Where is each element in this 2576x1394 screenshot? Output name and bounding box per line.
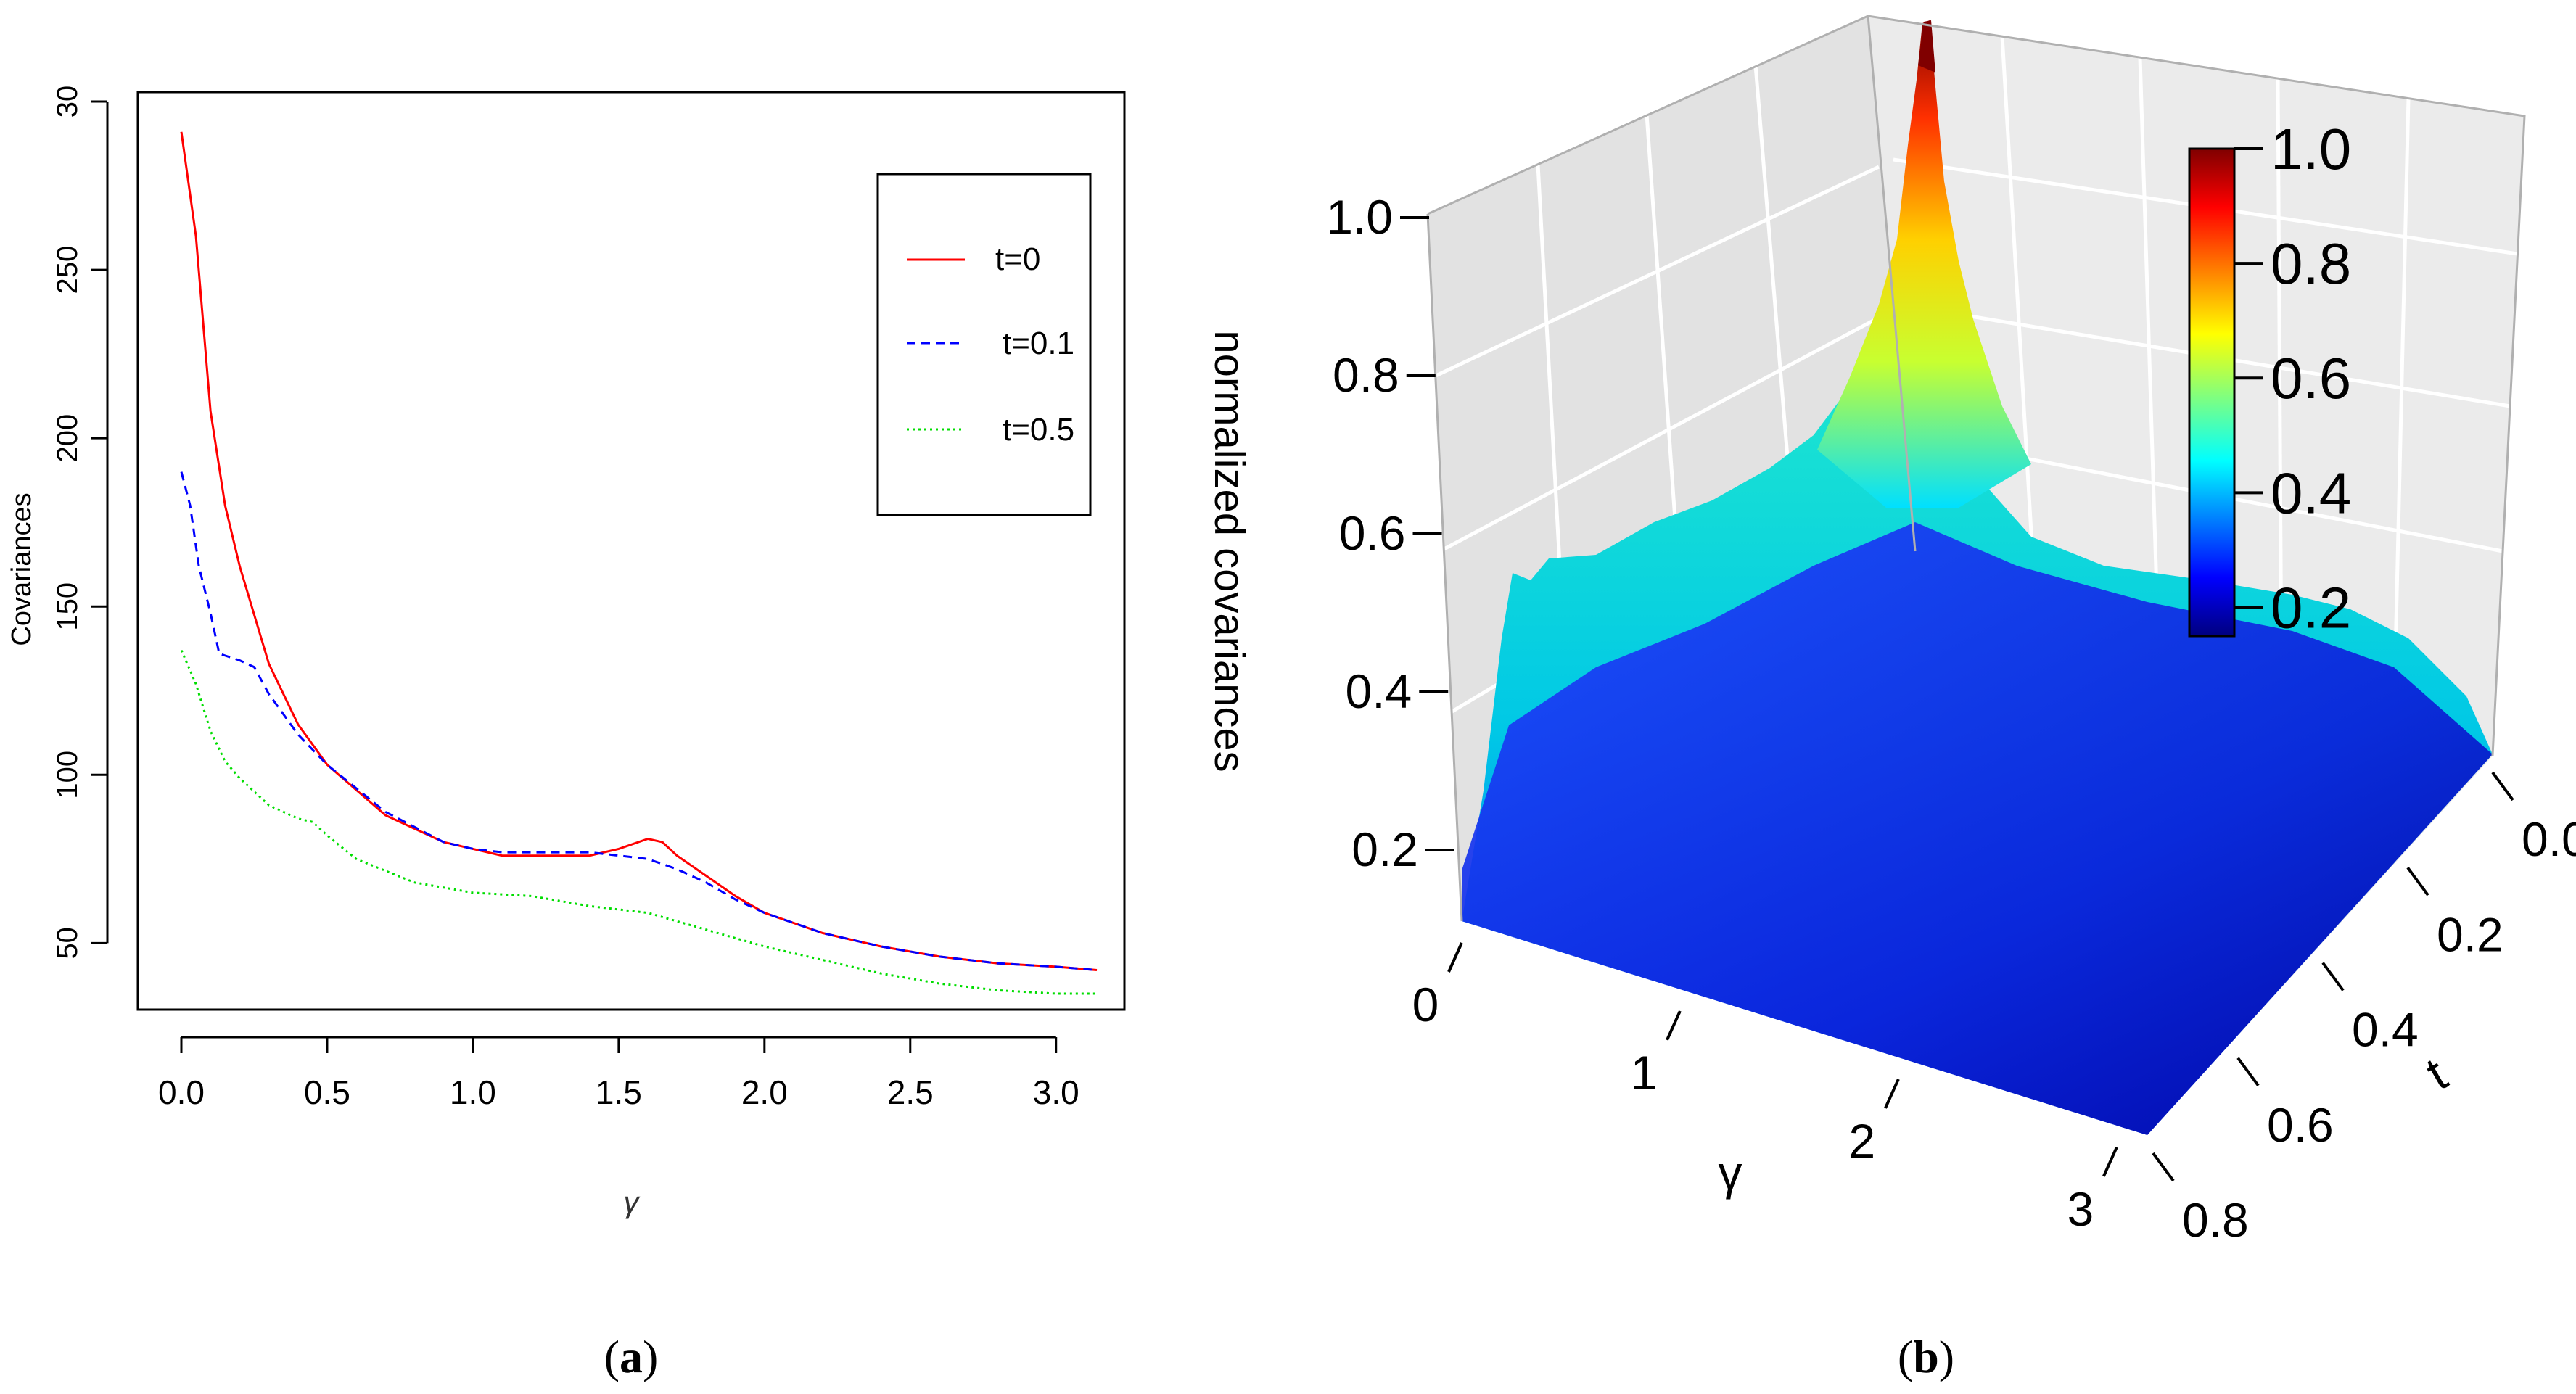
chart-b-axes: 0.2 0.4 0.6 0.8 1.0 0 1 2 3 0.0 0.2 0.4 0.6 0.8 (1326, 190, 2576, 1247)
t-tick-label: 0.0 (2522, 812, 2576, 866)
x-tick-label: 1.0 (450, 1073, 496, 1111)
t-tick (2491, 771, 2514, 801)
gamma-tick (1666, 1010, 1682, 1041)
box-edges (1426, 15, 2526, 922)
legend-label-t05: t=0.5 (1003, 412, 1074, 448)
peak-tip (1918, 20, 1935, 73)
z-axis-label: normalized covariances (1206, 330, 1253, 772)
gamma-tick (1447, 942, 1463, 973)
colorbar: 0.2 0.4 0.6 0.8 1.0 (2188, 117, 2351, 640)
y-tick-label: 100 (52, 751, 83, 799)
x-tick-label: 2.5 (887, 1073, 934, 1111)
x-axis-label: γ (624, 1185, 641, 1219)
t-tick (2321, 962, 2345, 991)
chart-a-series (180, 131, 1098, 995)
gamma-tick-label: 2 (1849, 1114, 1876, 1168)
x-tick-label: 2.0 (741, 1073, 788, 1111)
gamma-tick (1884, 1079, 1900, 1109)
series-line-t05 (180, 650, 1097, 995)
legend-label-t01: t=0.1 (1003, 326, 1074, 361)
colorbar-tick-label: 0.8 (2271, 231, 2351, 296)
colorbar-gradient (2188, 147, 2236, 638)
colorbar-tick-label: 0.2 (2271, 575, 2351, 640)
t-tick (2236, 1057, 2260, 1086)
z-tick-label: 0.8 (1333, 348, 1399, 402)
z-tick-label: 0.6 (1339, 506, 1406, 560)
colorbar-tick-label: 1.0 (2271, 117, 2351, 181)
t-tick-label: 0.4 (2352, 1003, 2419, 1057)
gamma-tick-label: 3 (2067, 1182, 2094, 1236)
x-tick-label: 3.0 (1033, 1073, 1079, 1111)
legend-box (876, 173, 1092, 516)
y-tick-label: 50 (52, 927, 83, 960)
t-tick-label: 0.2 (2437, 907, 2503, 961)
colorbar-ticks: 0.2 0.4 0.6 0.8 1.0 (2234, 117, 2351, 640)
t-tick-label: 0.8 (2182, 1193, 2249, 1247)
legend: t=0 t=0.1 t=0.5 (876, 173, 1092, 516)
legend-label-t0: t=0 (995, 242, 1040, 277)
y-tick-label: 250 (52, 246, 83, 294)
gamma-axis-label: γ (1719, 1146, 1742, 1200)
colorbar-tick-label: 0.6 (2271, 346, 2351, 411)
t-axis-label: t (2417, 1047, 2456, 1100)
y-axis-label: Covariances (7, 492, 37, 646)
series-line-t0 (180, 131, 1098, 971)
colorbar-tick-label: 0.4 (2271, 461, 2351, 525)
z-tick-label: 0.4 (1346, 664, 1412, 718)
z-tick-label: 0.2 (1351, 822, 1418, 876)
gamma-tick-label: 0 (1412, 978, 1439, 1031)
y-tick-label: 200 (52, 414, 83, 463)
caption-b: (b) (1898, 1331, 1954, 1382)
t-tick (2406, 867, 2429, 896)
x-tick-label: 0.0 (158, 1073, 205, 1111)
series-line-t01 (180, 471, 1098, 971)
x-tick-label: 0.5 (304, 1073, 350, 1111)
surface (1462, 20, 2493, 1135)
caption-a: (a) (604, 1331, 659, 1382)
chart-a-axes: 0.0 0.5 1.0 1.5 2.0 2.5 3.0 50 100 150 200 250 30 (52, 86, 1079, 1111)
x-tick-label: 1.5 (596, 1073, 642, 1111)
chart-b: 0.20.40.60.81.0 0.20.40.60.81.001230.00.… (1206, 15, 2576, 1247)
gamma-tick-label: 1 (1631, 1046, 1658, 1100)
surface-front (1462, 522, 2493, 1135)
y-tick-label: 150 (52, 582, 83, 631)
gamma-tick (2102, 1147, 2118, 1177)
plot-frame (136, 91, 1126, 1011)
z-tick-label: 1.0 (1326, 190, 1393, 244)
y-tick-label: 30 (52, 86, 83, 118)
t-tick (2152, 1152, 2175, 1182)
chart-a: 0.0 0.5 1.0 1.5 2.0 2.5 3.0 50 100 150 200 250 30 t=… (7, 86, 1126, 1219)
t-tick-label: 0.6 (2267, 1098, 2334, 1152)
surface-peak (1817, 20, 2031, 508)
